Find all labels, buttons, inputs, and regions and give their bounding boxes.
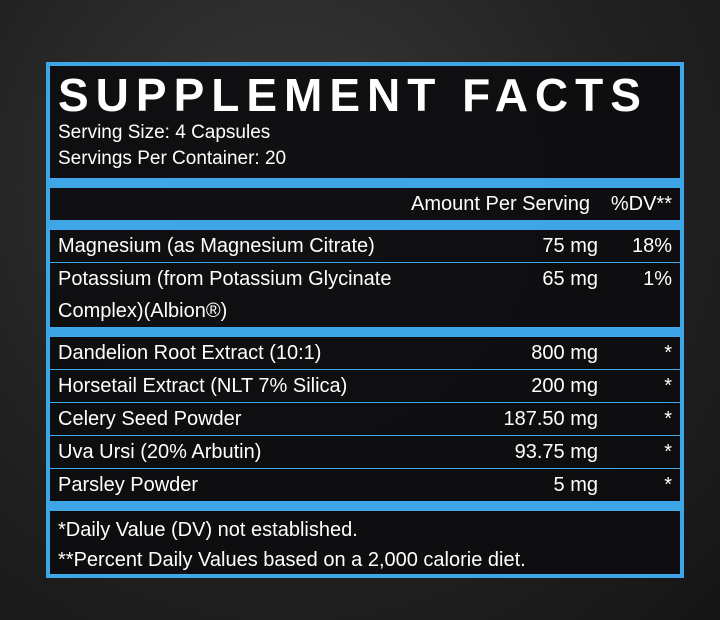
table-row: Parsley Powder 5 mg *	[50, 469, 680, 501]
amount: 5 mg	[553, 474, 598, 496]
amount-header: Amount Per Serving	[411, 193, 590, 215]
title: SUPPLEMENT FACTS	[58, 69, 648, 121]
divider	[50, 178, 680, 188]
amount: 75 mg	[542, 235, 598, 257]
table-row: Magnesium (as Magnesium Citrate) 75 mg 18%	[50, 230, 680, 263]
footnotes: *Daily Value (DV) not established. **Per…	[50, 511, 680, 579]
daily-value: *	[664, 441, 672, 463]
daily-value: *	[664, 375, 672, 397]
daily-value: 1%	[643, 268, 672, 290]
daily-value: *	[664, 474, 672, 496]
divider	[50, 327, 680, 337]
daily-value: *	[664, 408, 672, 430]
row-group: Dandelion Root Extract (10:1) 800 mg * Hors…	[50, 337, 680, 501]
footnote: **Percent Daily Values based on a 2,000 …	[58, 549, 526, 571]
table-row: Horsetail Extract (NLT 7% Silica) 200 mg *	[50, 370, 680, 403]
ingredient: Horsetail Extract (NLT 7% Silica)	[58, 375, 348, 397]
ingredient: Magnesium (as Magnesium Citrate)	[58, 235, 375, 257]
table-row: Dandelion Root Extract (10:1) 800 mg *	[50, 337, 680, 370]
ingredient: Celery Seed Powder	[58, 408, 242, 430]
divider	[50, 220, 680, 230]
ingredient: Uva Ursi (20% Arbutin)	[58, 441, 262, 463]
amount: 200 mg	[531, 375, 598, 397]
ingredient: Dandelion Root Extract (10:1)	[58, 342, 322, 364]
ingredient: Parsley Powder	[58, 474, 199, 496]
daily-value: *	[664, 342, 672, 364]
amount: 187.50 mg	[503, 408, 598, 430]
amount: 93.75 mg	[514, 441, 598, 463]
dv-header: %DV**	[610, 193, 672, 215]
column-header: Amount Per Serving %DV**	[50, 188, 680, 220]
serving-size: Serving Size: 4 Capsules	[58, 122, 271, 143]
divider	[50, 501, 680, 511]
amount: 800 mg	[531, 342, 598, 364]
table: Magnesium (as Magnesium Citrate) 75 mg 18%…	[50, 220, 680, 511]
footnote: *Daily Value (DV) not established.	[58, 519, 358, 541]
table-row: Uva Ursi (20% Arbutin) 93.75 mg *	[50, 436, 680, 469]
table-row: Celery Seed Powder 187.50 mg *	[50, 403, 680, 436]
servings-per-container: Servings Per Container: 20	[58, 148, 287, 169]
ingredient: Potassium (from Potassium Glycinate Comp…	[58, 268, 392, 322]
daily-value: 18%	[631, 235, 672, 257]
table-row: Potassium (from Potassium Glycinate Comp…	[50, 263, 680, 327]
facts-panel: SUPPLEMENT FACTS Serving Size: 4 Capsule…	[46, 62, 684, 578]
row-group: Magnesium (as Magnesium Citrate) 75 mg 18%…	[50, 230, 680, 327]
amount: 65 mg	[542, 268, 598, 290]
